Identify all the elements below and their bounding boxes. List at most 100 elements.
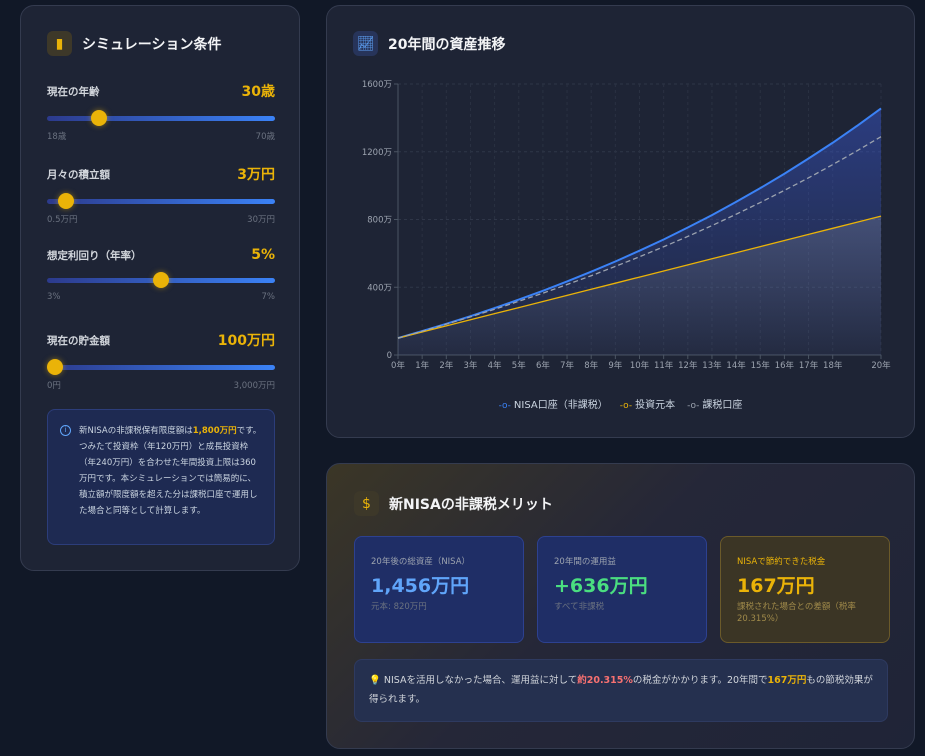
x-tick-label: 11年 <box>654 360 674 371</box>
legend-item[interactable]: -o- 投資元本 <box>620 396 675 411</box>
line-chart-icon: 📈︎ <box>353 31 378 56</box>
x-tick-label: 10年 <box>630 360 650 371</box>
x-tick-label: 16年 <box>775 360 795 371</box>
merit-title: 新NISAの非課税メリット <box>389 496 553 513</box>
info-icon: i <box>60 425 71 436</box>
x-tick-label: 15年 <box>751 360 771 371</box>
stat-value: 167万円 <box>737 575 815 597</box>
param-2: 想定利回り（年率） 5% 3% 7% <box>47 247 275 302</box>
param-label: 想定利回り（年率） <box>47 249 142 262</box>
stat-sub: 元本: 820万円 <box>371 602 427 612</box>
param-value: 5% <box>251 247 275 263</box>
stat-label: 20年後の総資産（NISA） <box>371 557 471 567</box>
param-slider[interactable] <box>47 110 275 126</box>
merit-header: $ 新NISAの非課税メリット <box>354 491 553 516</box>
param-slider[interactable] <box>47 193 275 209</box>
x-tick-label: 5年 <box>512 360 526 371</box>
param-1: 月々の積立額 3万円 0.5万円 30万円 <box>47 164 275 225</box>
stat-sub: 課税された場合との差額（税率20.315%） <box>737 602 856 624</box>
x-tick-label: 18年 <box>823 360 843 371</box>
param-slider[interactable] <box>47 272 275 288</box>
legend-label: 課税口座 <box>702 400 743 411</box>
legend-marker-icon: -o- <box>687 401 700 411</box>
dollar-icon: $ <box>354 491 379 516</box>
x-tick-label: 6年 <box>536 360 550 371</box>
series-line-0 <box>397 107 882 340</box>
note-saving: 167万円 <box>767 675 807 686</box>
param-3: 現在の貯金額 100万円 0円 3,000万円 <box>46 330 275 391</box>
param-value: 100万円 <box>217 333 275 349</box>
y-tick-label: 0 <box>387 351 392 361</box>
stat-card: 20年後の総資産（NISA） 1,456万円 元本: 820万円 <box>354 536 524 643</box>
legend-item[interactable]: -o- 課税口座 <box>687 396 742 411</box>
x-tick-label: 8年 <box>584 360 598 371</box>
range-min: 3% <box>47 292 61 302</box>
asset-chart-panel: 📈︎ 20年間の資産推移 0 400万 800万 1200万 1600万 0年 1年 2年 3年… <box>326 5 915 438</box>
x-tick-label: 17年 <box>799 360 819 371</box>
legend-marker-icon: -o- <box>619 401 633 411</box>
chart-header: 📈︎ 20年間の資産推移 <box>353 31 505 56</box>
stat-label: 20年間の運用益 <box>554 557 616 567</box>
stat-value: 1,456万円 <box>371 575 470 597</box>
nisa-info-box: i 新NISAの非課税保有限度額は1,800万円です。つみたて投資枠（年120万… <box>47 409 275 545</box>
range-max: 30万円 <box>247 215 275 225</box>
x-tick-label: 2年 <box>439 360 453 371</box>
param-label: 現在の年齢 <box>47 85 100 98</box>
slider-thumb[interactable] <box>91 110 108 126</box>
param-value: 30歳 <box>241 84 275 100</box>
x-tick-label: 1年 <box>415 360 429 371</box>
stat-sub: すべて非課税 <box>554 602 605 612</box>
info-text: 新NISAの非課税保有限度額は <box>79 426 193 436</box>
series-line-1 <box>397 215 882 339</box>
slider-thumb[interactable] <box>153 272 169 288</box>
stat-label: NISAで節約できた税金 <box>737 557 826 567</box>
range-min: 18歳 <box>47 132 67 142</box>
legend-label: NISA口座（非課税） <box>513 400 608 411</box>
note-text-2: の税金がかかります。20年間で <box>632 675 768 686</box>
chart-legend: -o- NISA口座（非課税） -o- 投資元本 -o- 課税口座 <box>327 396 914 411</box>
param-value: 3万円 <box>237 167 275 183</box>
range-max: 7% <box>261 292 276 302</box>
x-tick-label: 20年 <box>871 360 891 371</box>
info-text-rest: です。つみたて投資枠（年120万円）と成長投資枠（年240万円）を合わせた年間投… <box>79 426 262 516</box>
x-tick-label: 7年 <box>560 360 574 371</box>
legend-marker-icon: -o- <box>498 401 511 411</box>
note-text-3: もの節税効果が得られます。 <box>369 675 873 705</box>
x-tick-label: 4年 <box>488 360 502 371</box>
asset-line-chart: 0 400万 800万 1200万 1600万 0年 1年 2年 3年 4年 5年 6年 7年 8年 9年 1… <box>362 80 891 371</box>
bar-chart-icon: ▮ <box>47 31 72 56</box>
y-tick-label: 1200万 <box>362 148 392 158</box>
param-label: 現在の貯金額 <box>47 334 110 347</box>
x-tick-label: 12年 <box>678 360 698 371</box>
info-highlight: 1,800万円 <box>192 426 237 436</box>
series-line-2 <box>397 136 882 339</box>
legend-item[interactable]: -o- NISA口座（非課税） <box>499 396 608 411</box>
y-tick-label: 1600万 <box>362 80 392 90</box>
x-tick-label: 0年 <box>391 360 405 371</box>
range-max: 70歳 <box>255 132 275 142</box>
tax-note: 💡 NISAを活用しなかった場合、運用益に対して約20.315%の税金がかかりま… <box>354 659 888 722</box>
series-area-1 <box>398 216 881 355</box>
panel-title: シミュレーション条件 <box>82 36 222 53</box>
param-slider[interactable] <box>46 359 275 375</box>
x-tick-label: 9年 <box>608 360 622 371</box>
note-text: NISAを活用しなかった場合、運用益に対して <box>383 675 578 686</box>
param-label: 月々の積立額 <box>47 168 110 181</box>
stat-value: +636万円 <box>554 575 648 597</box>
legend-label: 投資元本 <box>635 400 676 411</box>
y-tick-label: 800万 <box>367 216 392 226</box>
simulation-conditions-panel: ▮ シミュレーション条件 現在の年齢 30歳 18歳 70歳月々の積立額 3万円 0.… <box>20 5 300 571</box>
range-min: 0.5万円 <box>47 215 78 225</box>
lightbulb-icon: 💡 <box>369 675 381 686</box>
x-tick-label: 3年 <box>463 360 477 371</box>
y-tick-label: 400万 <box>367 283 392 293</box>
note-tax-rate: 約20.315% <box>577 675 633 686</box>
range-min: 0円 <box>47 381 61 391</box>
slider-thumb[interactable] <box>46 359 63 375</box>
range-max: 3,000万円 <box>233 381 275 391</box>
nisa-merit-panel: $ 新NISAの非課税メリット 20年後の総資産（NISA） 1,456万円 元… <box>326 463 915 749</box>
slider-thumb[interactable] <box>58 193 75 209</box>
chart-title: 20年間の資産推移 <box>388 36 506 53</box>
param-0: 現在の年齢 30歳 18歳 70歳 <box>47 81 275 142</box>
stat-card: 20年間の運用益 +636万円 すべて非課税 <box>537 536 707 643</box>
